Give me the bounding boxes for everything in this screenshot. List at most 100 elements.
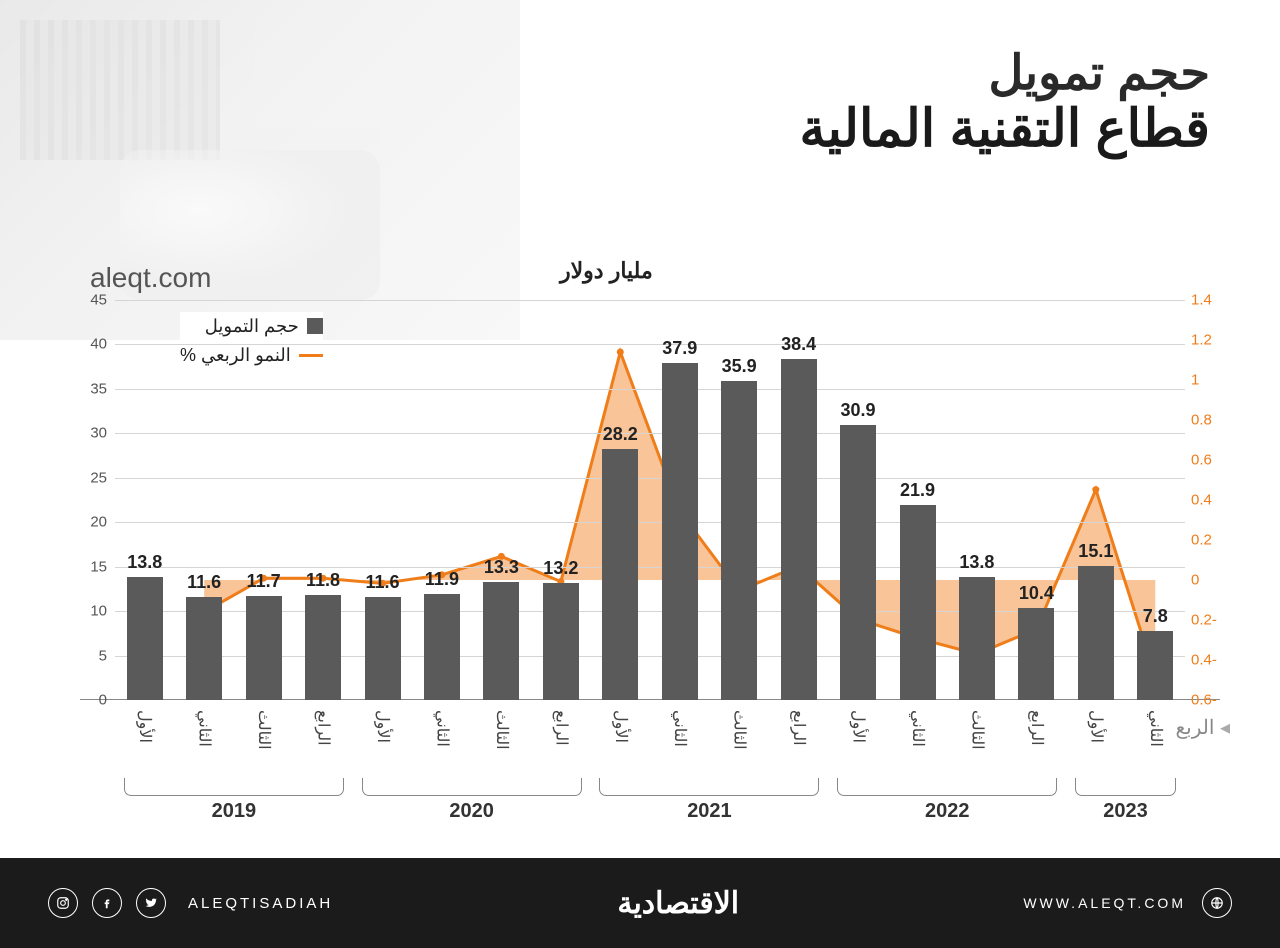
year-label: 2023 (1103, 800, 1148, 823)
ytick-right: 0.4 (1191, 492, 1235, 509)
quarter-axis-label: الربع (1175, 715, 1230, 740)
footer-logo: الاقتصادية (617, 886, 739, 921)
ytick-left: 45 (75, 292, 107, 309)
footer-handle: ALEQTISADIAH (188, 895, 333, 912)
ytick-left: 5 (75, 647, 107, 664)
bar (900, 505, 936, 700)
bar-value-label: 13.2 (543, 558, 578, 579)
xtick-quarter: الأول (611, 710, 630, 743)
growth-marker (1092, 486, 1099, 493)
bar-value-label: 38.4 (781, 334, 816, 355)
ytick-right: 0 (1191, 572, 1235, 589)
ytick-left: 0 (75, 692, 107, 709)
footer-left: ALEQTISADIAH (48, 888, 333, 918)
facebook-icon[interactable] (92, 888, 122, 918)
bar (662, 363, 698, 700)
bar (781, 359, 817, 700)
ytick-right: 1 (1191, 372, 1235, 389)
bar-value-label: 35.9 (722, 356, 757, 377)
bar-value-label: 11.9 (425, 569, 459, 590)
xtick-quarter: الثاني (432, 710, 451, 747)
twitter-icon[interactable] (136, 888, 166, 918)
bar (1078, 566, 1114, 700)
year-bracket (599, 778, 819, 796)
ytick-left: 20 (75, 514, 107, 531)
year-label: 2020 (449, 800, 494, 823)
bar-value-label: 13.8 (127, 552, 162, 573)
bar (365, 597, 401, 700)
xtick-quarter: الرابع (551, 710, 570, 746)
bar (186, 597, 222, 700)
xtick-quarter: الثاني (1146, 710, 1165, 747)
title-block: حجم تمويل قطاع التقنية المالية (800, 48, 1210, 158)
grid-line (115, 522, 1185, 523)
xtick-quarter: الأول (373, 710, 392, 743)
xtick-quarter: الثالث (730, 710, 749, 750)
header-bg-photo (0, 0, 520, 340)
bar-value-label: 21.9 (900, 480, 935, 501)
bar-value-label: 10.4 (1019, 583, 1054, 604)
xtick-quarter: الثاني (195, 710, 214, 747)
bar (483, 582, 519, 700)
bar-value-label: 11.8 (306, 570, 340, 591)
grid-line (115, 567, 1185, 568)
ytick-right: 0.4- (1191, 652, 1235, 669)
ytick-right: 1.4 (1191, 292, 1235, 309)
bar-value-label: 30.9 (841, 400, 876, 421)
xtick-quarter: الثاني (670, 710, 689, 747)
unit-label: مليار دولار (560, 258, 653, 284)
globe-icon[interactable] (1202, 888, 1232, 918)
xtick-quarter: الأول (1086, 710, 1105, 743)
grid-line (115, 300, 1185, 301)
bar (246, 596, 282, 700)
bar-value-label: 11.6 (187, 572, 221, 593)
bar-value-label: 11.6 (365, 572, 399, 593)
year-brackets: 20192020202120222023 (115, 778, 1185, 833)
bar (305, 595, 341, 700)
ytick-right: 1.2 (1191, 332, 1235, 349)
bar-value-label: 28.2 (603, 424, 638, 445)
year-label: 2022 (925, 800, 970, 823)
xtick-quarter: الثاني (908, 710, 927, 747)
grid-line (115, 478, 1185, 479)
ytick-left: 35 (75, 380, 107, 397)
year-bracket (1075, 778, 1176, 796)
xtick-quarter: الثالث (967, 710, 986, 750)
x-ticks: الأول الثاني الثالث الرابع الأول الثاني الثالث… (115, 710, 1185, 780)
title-line2: قطاع التقنية المالية (800, 101, 1210, 158)
ytick-right: 0.6 (1191, 452, 1235, 469)
ytick-right: 0.8 (1191, 412, 1235, 429)
bar (959, 577, 995, 700)
bar-value-label: 11.7 (247, 571, 281, 592)
site-label: aleqt.com (90, 262, 211, 294)
xtick-quarter: الرابع (789, 710, 808, 746)
xtick-quarter: الثالث (492, 710, 511, 750)
ytick-left: 40 (75, 336, 107, 353)
bar-value-label: 13.3 (484, 557, 519, 578)
bar-value-label: 15.1 (1078, 541, 1113, 562)
ytick-left: 30 (75, 425, 107, 442)
bar (602, 449, 638, 700)
bar (1018, 608, 1054, 700)
year-label: 2021 (687, 800, 732, 823)
title-line1: حجم تمويل (800, 48, 1210, 101)
grid-line (115, 389, 1185, 390)
instagram-icon[interactable] (48, 888, 78, 918)
bar (543, 583, 579, 700)
year-bracket (124, 778, 344, 796)
bar (840, 425, 876, 700)
bar (721, 381, 757, 700)
growth-marker (617, 349, 624, 356)
year-bracket (837, 778, 1057, 796)
xtick-quarter: الرابع (1027, 710, 1046, 746)
ytick-right: 0.2- (1191, 612, 1235, 629)
xtick-quarter: الرابع (314, 710, 333, 746)
ytick-left: 10 (75, 603, 107, 620)
bar-value-label: 37.9 (662, 338, 697, 359)
footer-right: WWW.ALEQT.COM (1023, 888, 1232, 918)
plot-area: 0510152025303540450.6-0.4-0.2-00.20.40.6… (115, 300, 1185, 700)
footer: ALEQTISADIAH الاقتصادية WWW.ALEQT.COM (0, 858, 1280, 948)
ytick-right: 0.6- (1191, 692, 1235, 709)
xtick-quarter: الأول (135, 710, 154, 743)
grid-line (115, 344, 1185, 345)
